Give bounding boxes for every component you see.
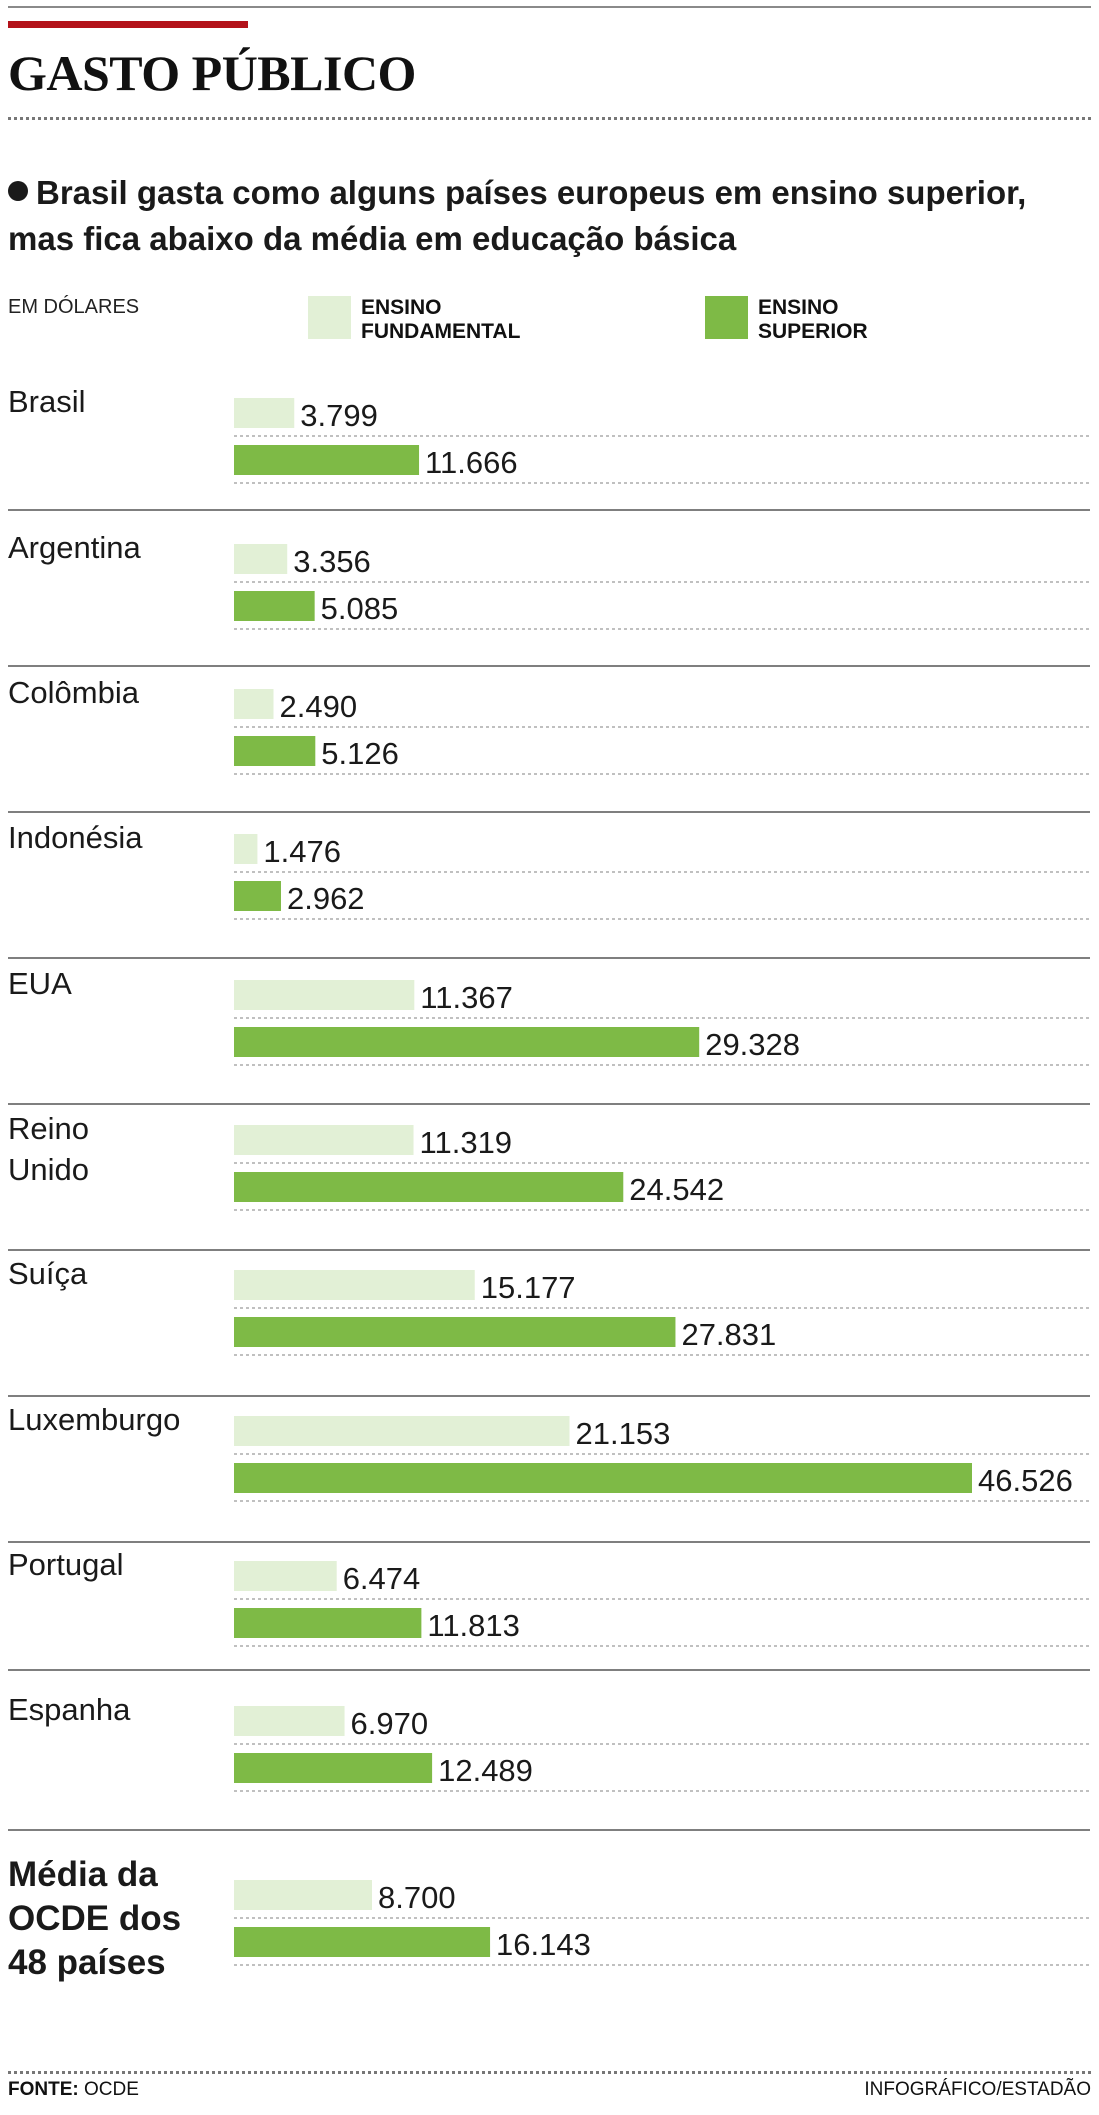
category-label-line: Indonésia <box>8 820 143 855</box>
legend-swatch-superior <box>705 296 748 339</box>
source-label: FONTE: <box>8 2079 79 2100</box>
subtitle: Brasil gasta como alguns países europeus… <box>8 170 1088 262</box>
category-label: Média da OCDE dos 48 países <box>8 1855 181 1982</box>
category-label-line: Média da <box>8 1855 158 1894</box>
bar-fundamental <box>234 1270 475 1300</box>
value-label-fundamental: 8.700 <box>378 1880 456 1915</box>
unit-label: EM DÓLARES <box>8 296 140 318</box>
legend-label-superior: ENSINO SUPERIOR <box>758 296 868 343</box>
category-label-line: Reino <box>8 1111 89 1146</box>
page-title: GASTO PÚBLICO <box>8 45 416 101</box>
category-label-line: 48 países <box>8 1943 166 1982</box>
category-label: Reino Unido <box>8 1111 89 1187</box>
category-label: EUA <box>8 966 72 1001</box>
bar-fundamental <box>234 1880 373 1910</box>
category-label-line: Luxemburgo <box>8 1402 180 1437</box>
bar-fundamental <box>234 1416 570 1446</box>
category-label-line: Argentina <box>8 530 141 565</box>
category-label-line: Espanha <box>8 1692 131 1727</box>
value-label-superior: 16.143 <box>496 1927 591 1962</box>
value-label-fundamental: 15.177 <box>481 1270 576 1305</box>
bar-superior <box>234 736 316 766</box>
category-label-line: Suíça <box>8 1256 88 1291</box>
legend-swatch-fundamental <box>308 296 351 339</box>
category-label: Indonésia <box>8 820 143 855</box>
subtitle-text: Brasil gasta como alguns países europeus… <box>8 174 1027 257</box>
value-label-fundamental: 21.153 <box>576 1416 671 1451</box>
footer-divider <box>8 2071 1091 2074</box>
bar-fundamental <box>234 398 295 428</box>
category-label: Colômbia <box>8 675 140 710</box>
legend-label-fundamental: ENSINO FUNDAMENTAL <box>361 296 521 343</box>
bar-fundamental <box>234 834 258 864</box>
value-label-fundamental: 11.367 <box>420 980 513 1015</box>
value-label-fundamental: 6.970 <box>351 1706 429 1741</box>
value-label-fundamental: 3.799 <box>300 398 378 433</box>
bar-superior <box>234 1317 676 1347</box>
title-divider <box>8 117 1091 120</box>
category-label: Portugal <box>8 1547 123 1582</box>
category-label-line: OCDE dos <box>8 1899 181 1938</box>
bar-superior <box>234 1463 972 1493</box>
value-label-fundamental: 11.319 <box>420 1125 513 1160</box>
bar-fundamental <box>234 1125 414 1155</box>
bar-superior <box>234 1927 491 1957</box>
bar-superior <box>234 1608 422 1638</box>
value-label-superior: 11.666 <box>425 445 518 480</box>
value-label-superior: 12.489 <box>438 1753 533 1788</box>
credit: INFOGRÁFICO/ESTADÃO <box>864 2079 1091 2100</box>
accent-bar <box>8 21 248 28</box>
value-label-superior: 11.813 <box>427 1608 520 1643</box>
value-label-superior: 5.085 <box>321 591 399 626</box>
value-label-superior: 27.831 <box>681 1317 776 1352</box>
source-value: OCDE <box>84 2079 139 2100</box>
category-label: Suíça <box>8 1256 88 1291</box>
category-label-line: Unido <box>8 1152 89 1187</box>
value-label-fundamental: 2.490 <box>279 689 357 724</box>
category-label-line: EUA <box>8 966 72 1001</box>
bar-superior <box>234 445 420 475</box>
bar-fundamental <box>234 1706 345 1736</box>
category-label-line: Colômbia <box>8 675 140 710</box>
value-label-superior: 24.542 <box>629 1172 724 1207</box>
value-label-superior: 29.328 <box>705 1027 800 1062</box>
category-label-line: Brasil <box>8 384 86 419</box>
category-label: Espanha <box>8 1692 131 1727</box>
source-line: FONTE: OCDE <box>8 2079 139 2101</box>
bar-superior <box>234 1027 700 1057</box>
value-label-fundamental: 1.476 <box>263 834 341 869</box>
bar-fundamental <box>234 1561 337 1591</box>
value-label-fundamental: 6.474 <box>343 1561 421 1596</box>
bar-fundamental <box>234 980 415 1010</box>
bar-superior <box>234 1172 624 1202</box>
category-label: Argentina <box>8 530 141 565</box>
bullet-icon <box>8 181 28 201</box>
top-rule <box>8 6 1091 8</box>
bar-fundamental <box>234 689 274 719</box>
value-label-fundamental: 3.356 <box>293 544 371 579</box>
bar-superior <box>234 881 281 911</box>
category-label-line: Portugal <box>8 1547 123 1582</box>
value-label-superior: 2.962 <box>287 881 365 916</box>
value-label-superior: 5.126 <box>321 736 399 771</box>
category-label: Brasil <box>8 384 86 419</box>
value-label-superior: 46.526 <box>978 1463 1073 1498</box>
category-label: Luxemburgo <box>8 1402 180 1437</box>
bar-fundamental <box>234 544 288 574</box>
bar-superior <box>234 1753 433 1783</box>
bar-superior <box>234 591 315 621</box>
